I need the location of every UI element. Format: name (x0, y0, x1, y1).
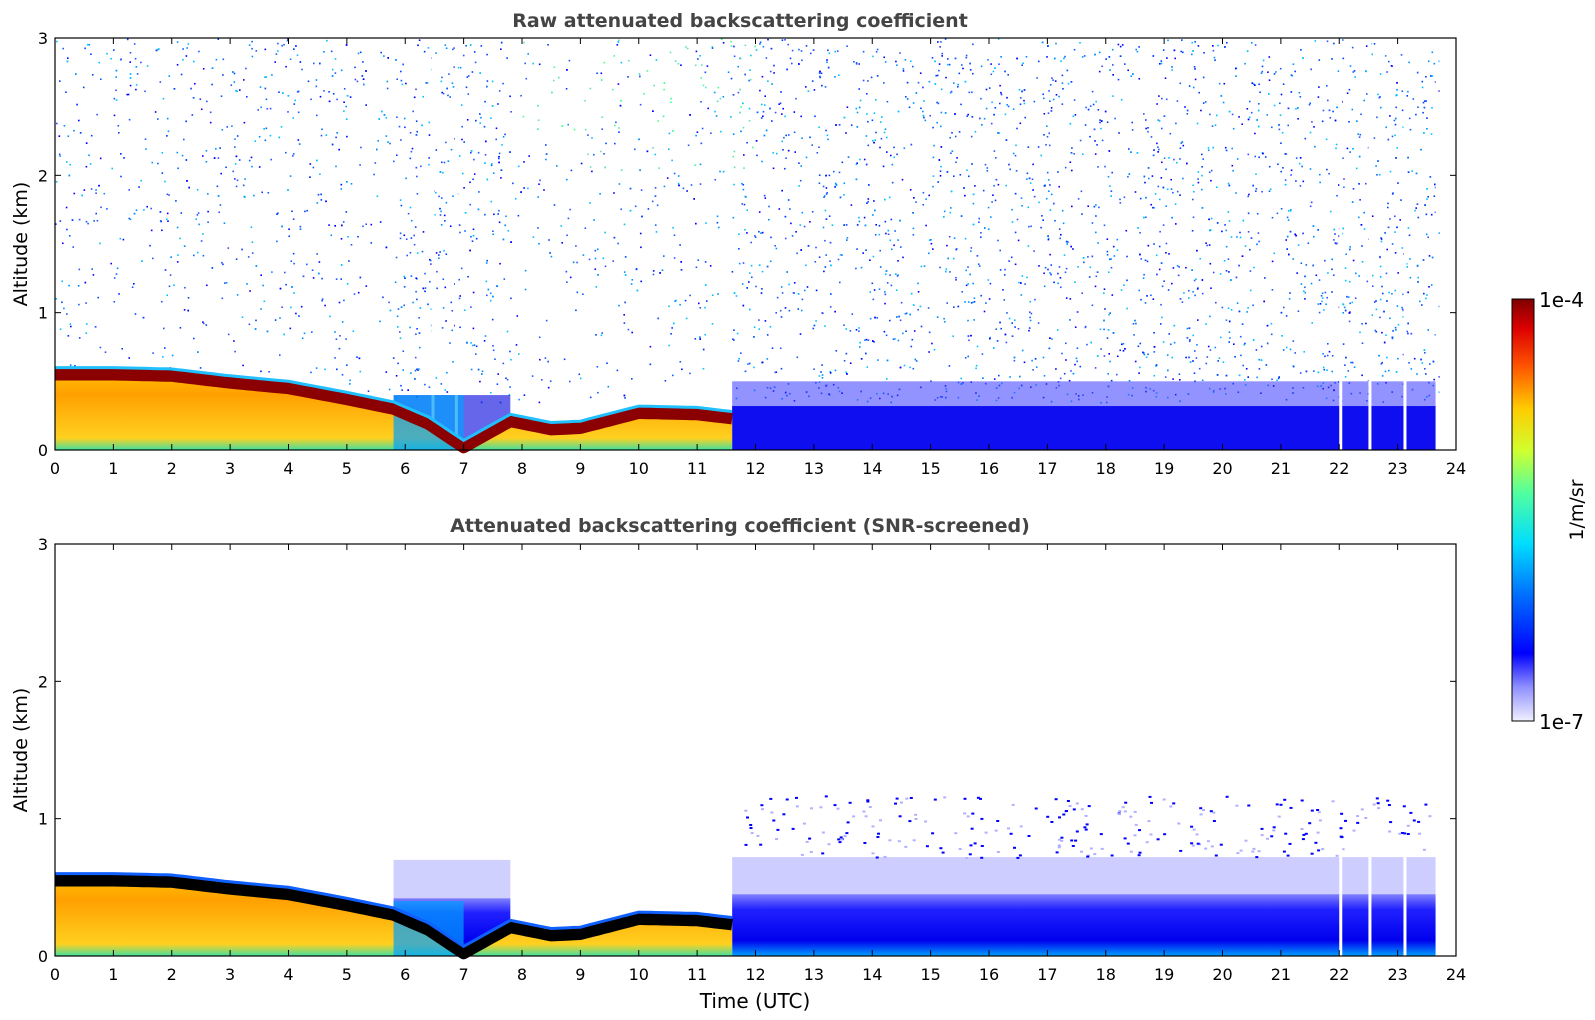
x-tick-label: 9 (575, 459, 585, 478)
raw-backscatter-panel: Raw attenuated backscattering coefficien… (10, 10, 1466, 478)
noise-background (55, 38, 1440, 404)
x-tick-label: 9 (575, 965, 585, 984)
x-tick-label: 2 (167, 965, 177, 984)
x-tick-label: 22 (1329, 459, 1349, 478)
x-tick-label: 8 (517, 965, 527, 984)
panel-1-x-axis: 0 1 2 3 4 5 6 7 8 9 10 11 12 13 14 15 16 17 18 19 20 21 22 23 24 (50, 38, 1466, 478)
colorbar-max-label: 1e-4 (1539, 288, 1584, 312)
x-axis-label: Time (UTC) (699, 989, 811, 1013)
x-tick-label: 14 (862, 459, 882, 478)
x-tick-label: 21 (1271, 459, 1291, 478)
panel-1-y-label: Altitude (km) (10, 182, 32, 307)
x-tick-label: 11 (687, 459, 707, 478)
y-tick-label: 0 (38, 441, 48, 460)
x-tick-label: 7 (459, 965, 469, 984)
x-tick-label: 16 (979, 965, 999, 984)
x-tick-label: 2 (167, 459, 177, 478)
x-tick-label: 8 (517, 459, 527, 478)
x-tick-label: 20 (1212, 965, 1232, 984)
colorbar: 1e-4 1e-7 1/m/sr (1511, 288, 1588, 734)
x-tick-label: 10 (629, 459, 649, 478)
x-tick-label: 24 (1446, 965, 1466, 984)
layer-top-rim (55, 872, 733, 949)
x-tick-label: 15 (920, 965, 940, 984)
y-tick-label: 1 (38, 810, 48, 829)
colorbar-unit-label: 1/m/sr (1566, 479, 1588, 540)
layer-top-band (54, 874, 733, 960)
x-tick-label: 5 (342, 965, 352, 984)
x-tick-label: 4 (283, 459, 293, 478)
x-tick-label: 20 (1212, 459, 1232, 478)
colorbar-min-label: 1e-7 (1539, 710, 1584, 734)
panel-2-y-axis: 0 1 2 3 (38, 535, 1456, 966)
x-tick-label: 6 (400, 965, 410, 984)
x-tick-label: 18 (1096, 965, 1116, 984)
x-tick-label: 23 (1387, 965, 1407, 984)
x-tick-label: 1 (108, 965, 118, 984)
y-tick-label: 2 (38, 166, 48, 185)
x-tick-label: 4 (283, 965, 293, 984)
x-tick-label: 13 (804, 459, 824, 478)
x-tick-label: 19 (1154, 459, 1174, 478)
snr-screened-backscatter-panel: Attenuated backscattering coefficient (S… (10, 515, 1466, 1013)
snr-screened-plot-area (54, 795, 1439, 960)
y-tick-label: 0 (38, 947, 48, 966)
panel-2-y-label: Altitude (km) (10, 688, 32, 813)
panel-2-title: Attenuated backscattering coefficient (S… (450, 515, 1030, 537)
x-tick-label: 17 (1037, 965, 1057, 984)
x-tick-label: 0 (50, 965, 60, 984)
x-tick-label: 1 (108, 459, 118, 478)
x-tick-label: 21 (1271, 965, 1291, 984)
panel-1-title: Raw attenuated backscattering coefficien… (512, 10, 968, 32)
x-tick-label: 16 (979, 459, 999, 478)
x-tick-label: 22 (1329, 965, 1349, 984)
x-tick-label: 11 (687, 965, 707, 984)
x-tick-label: 7 (459, 459, 469, 478)
y-tick-label: 3 (38, 535, 48, 554)
x-tick-label: 12 (745, 459, 765, 478)
y-tick-label: 2 (38, 672, 48, 691)
layer-top-rim (55, 366, 733, 443)
panel-2-x-axis: 0 1 2 3 4 5 6 7 8 9 10 11 12 13 14 15 16 17 18 19 20 21 22 23 24 (50, 544, 1466, 984)
x-tick-label: 3 (225, 965, 235, 984)
layer-top-band (54, 368, 733, 454)
x-tick-label: 18 (1096, 459, 1116, 478)
colorbar-gradient (1511, 298, 1535, 722)
x-tick-label: 17 (1037, 459, 1057, 478)
x-tick-label: 12 (745, 965, 765, 984)
panel-1-y-axis: 0 1 2 3 (38, 29, 1456, 460)
x-tick-label: 0 (50, 459, 60, 478)
x-tick-label: 5 (342, 459, 352, 478)
x-tick-label: 23 (1387, 459, 1407, 478)
x-tick-label: 6 (400, 459, 410, 478)
x-tick-label: 14 (862, 965, 882, 984)
x-tick-label: 3 (225, 459, 235, 478)
y-tick-label: 3 (38, 29, 48, 48)
x-tick-label: 13 (804, 965, 824, 984)
raw-backscatter-plot-area (54, 38, 1440, 454)
y-tick-label: 1 (38, 304, 48, 323)
x-tick-label: 19 (1154, 965, 1174, 984)
x-tick-label: 10 (629, 965, 649, 984)
sparse-detections (744, 795, 1432, 860)
x-tick-label: 24 (1446, 459, 1466, 478)
x-tick-label: 15 (920, 459, 940, 478)
